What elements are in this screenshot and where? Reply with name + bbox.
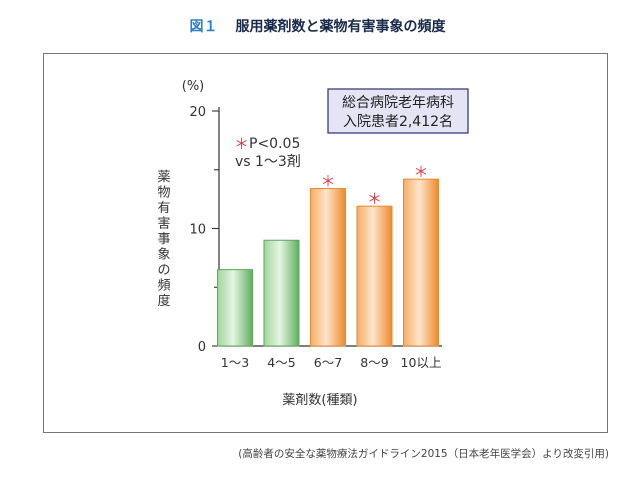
x-axis-title: 薬剤数(種類) — [282, 392, 357, 408]
bar-2 — [263, 239, 300, 347]
annotation-comparison: vs 1～3剤 — [235, 154, 301, 170]
y-tick-label: 20 — [189, 105, 206, 120]
significance-legend-marker: ＊ — [234, 135, 249, 153]
y-axis-title-char: 物 — [157, 186, 170, 201]
significance-marker: ＊ — [320, 173, 335, 191]
bar-5 — [403, 178, 439, 347]
cohort-box-frame — [327, 88, 469, 134]
significance-marker: ＊ — [367, 190, 382, 208]
x-category-label: 6～7 — [314, 355, 342, 370]
cohort-box: 総合病院老年病科 入院患者2,412名 — [327, 88, 469, 134]
y-axis-title-char: 象 — [157, 248, 170, 263]
y-axis-title-char: 薬 — [157, 170, 170, 185]
bar-4 — [356, 205, 393, 347]
figure-title: 図１ 服用薬剤数と薬物有害事象の頻度 — [0, 16, 635, 36]
x-category-label: 8～9 — [360, 355, 388, 370]
y-unit-label: (%) — [182, 79, 205, 94]
figure-title-text: 服用薬剤数と薬物有害事象の頻度 — [235, 19, 446, 35]
bar-1 — [217, 269, 253, 347]
cohort-line-1: 総合病院老年病科 — [342, 95, 454, 111]
x-category-label: 4～5 — [267, 355, 295, 370]
y-axis-title-char: 頻 — [157, 279, 170, 294]
y-tick-label: 0 — [198, 340, 206, 355]
y-axis-title: 薬物有害事象の頻度 — [157, 170, 170, 309]
bar-3 — [310, 188, 346, 347]
figure-label: 図１ — [189, 19, 218, 35]
y-tick-label: 10 — [189, 223, 206, 238]
y-axis-title-char: 事 — [157, 232, 170, 247]
x-category-label: 1～3 — [221, 355, 249, 370]
y-axis-title-char: の — [157, 263, 170, 278]
x-category-label: 10以上 — [401, 355, 442, 370]
source-citation: (高齢者の安全な薬物療法ガイドライン2015（日本老年医学会）より改変引用) — [238, 448, 609, 460]
y-axis-title-char: 有 — [157, 201, 170, 216]
y-axis-title-char: 度 — [157, 293, 170, 309]
annotation-p-value: P<0.05 — [249, 136, 300, 152]
y-axis-title-char: 害 — [157, 216, 170, 232]
chart-frame — [43, 53, 608, 433]
significance-marker: ＊ — [413, 163, 428, 181]
annotation-note: ＊ P<0.05 vs 1～3剤 — [234, 135, 301, 170]
cohort-line-2: 入院患者2,412名 — [343, 114, 453, 130]
